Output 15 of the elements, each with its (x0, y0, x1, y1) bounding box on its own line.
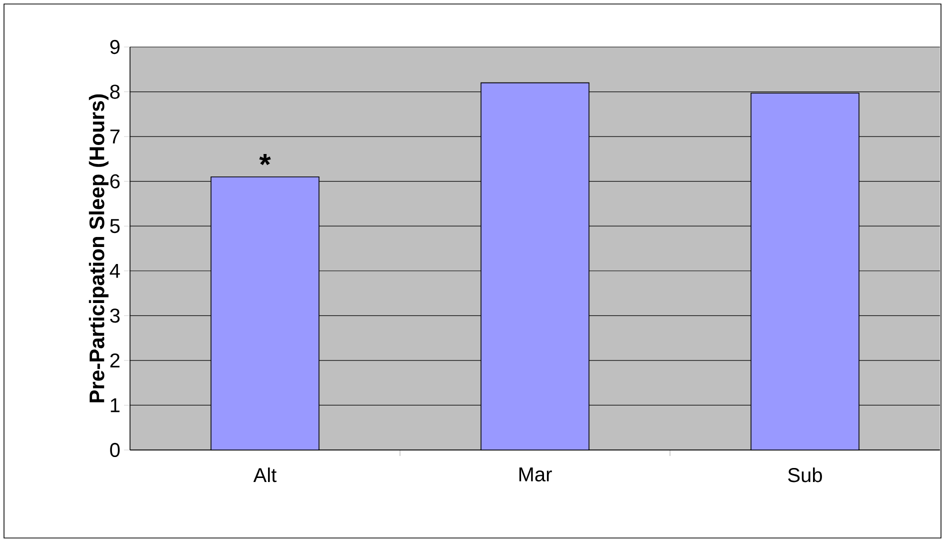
annotation: * (259, 154, 271, 166)
y-tick-label: 4 (110, 264, 120, 278)
y-tick-label: 9 (110, 40, 120, 54)
y-axis-title: Pre-Participation Sleep (Hours) (88, 94, 108, 402)
x-tick-label: Sub (788, 468, 822, 482)
y-tick-label: 0 (110, 442, 120, 458)
y-tick-label: 7 (110, 130, 120, 144)
y-tick-label: 1 (110, 398, 120, 412)
y-tick-label: 6 (110, 174, 120, 188)
y-tick-label: 8 (110, 84, 120, 99)
y-tick-label: 2 (110, 353, 120, 368)
x-tick-label: Alt (253, 468, 277, 482)
y-tick-label: 5 (110, 219, 120, 234)
x-tick-label: Mar (519, 468, 552, 482)
y-tick-label: 3 (110, 308, 120, 323)
